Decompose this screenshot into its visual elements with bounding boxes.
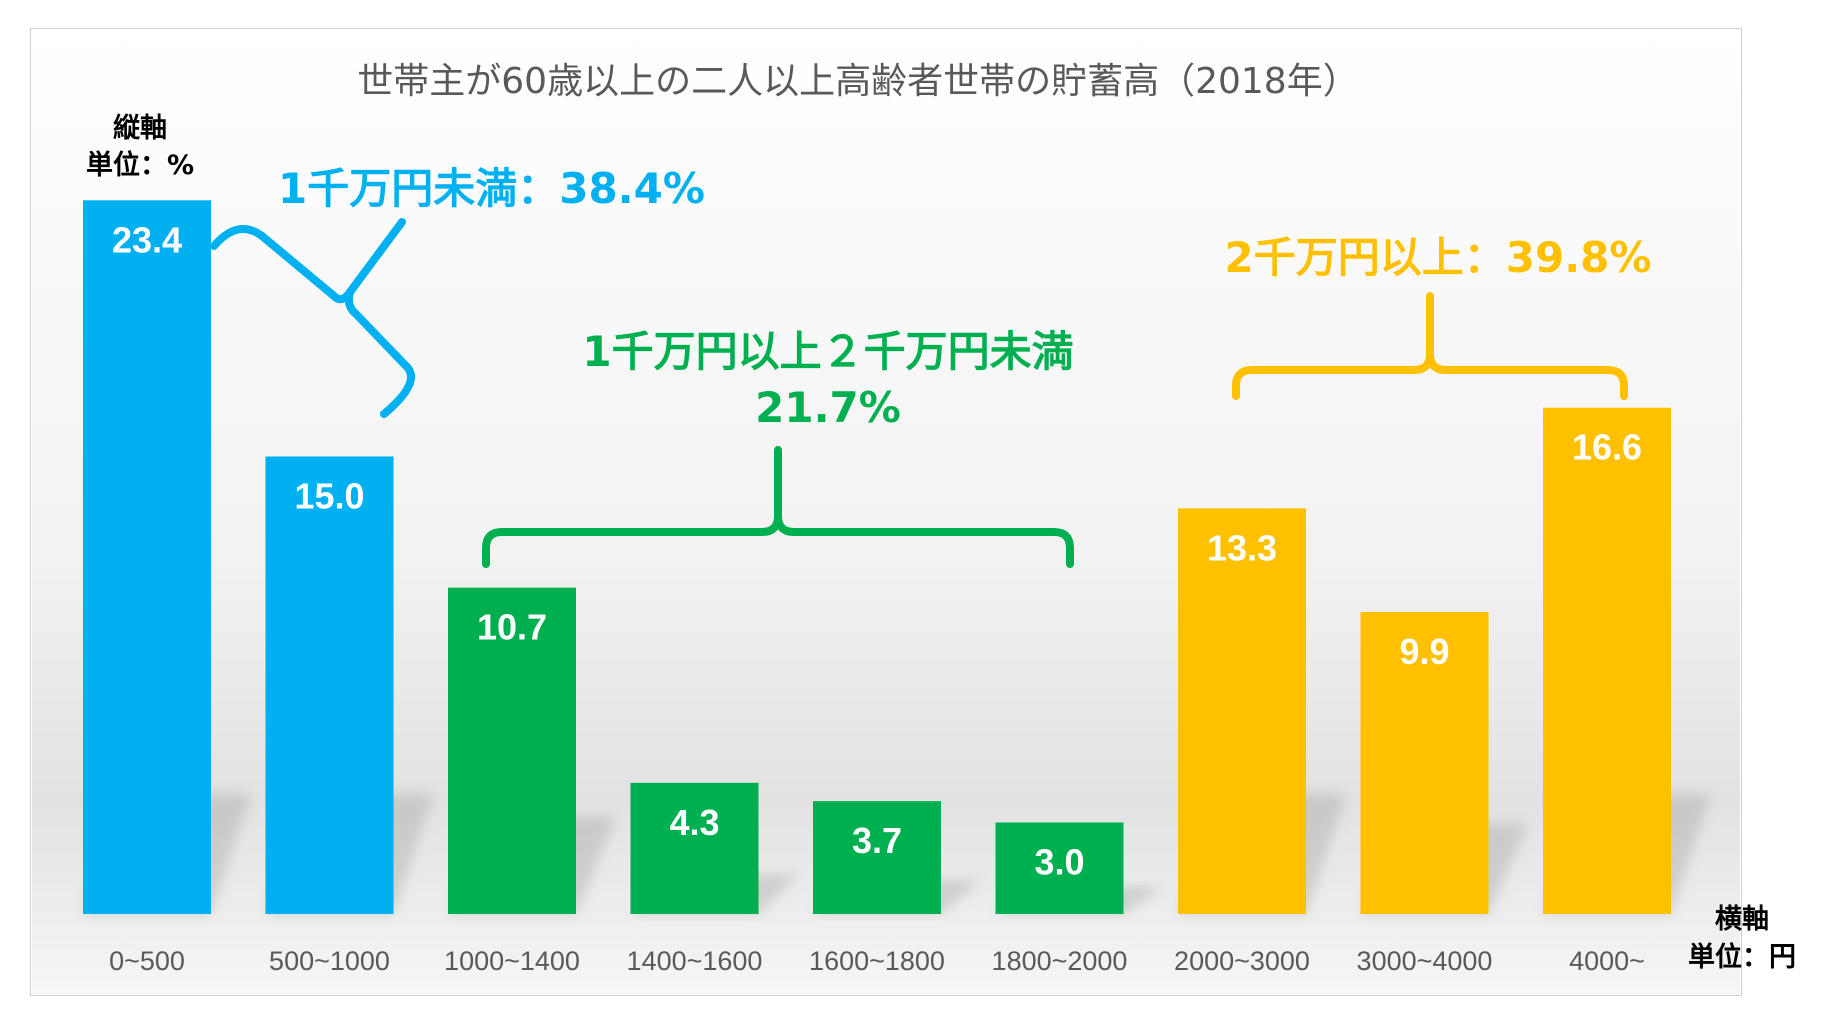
x-axis-title: 横軸 xyxy=(1715,904,1769,935)
x-tick-label: 2000~3000 xyxy=(1174,946,1310,976)
bar xyxy=(83,200,211,915)
group-label-green-line1: 1千万円以上２千万円未満 xyxy=(582,327,1073,376)
bar-value-label: 13.3 xyxy=(1207,527,1277,568)
bar xyxy=(1178,508,1306,914)
y-axis-unit: 単位：% xyxy=(86,149,194,181)
bar-value-label: 9.9 xyxy=(1399,631,1449,672)
y-axis-title: 縦軸 xyxy=(113,113,167,144)
bar xyxy=(630,782,759,914)
bar-value-label: 3.0 xyxy=(1034,842,1084,883)
group-label-green-line2: 21.7% xyxy=(755,383,901,432)
bar-value-label: 23.4 xyxy=(112,219,182,260)
chart-frame xyxy=(30,28,1742,996)
bar-value-label: 16.6 xyxy=(1572,427,1642,468)
bar xyxy=(1360,612,1489,914)
bar-value-label: 3.7 xyxy=(852,820,902,861)
bar xyxy=(1543,407,1671,914)
group-brace-yellow xyxy=(1232,292,1628,400)
value-labels: 23.4 15.0 10.7 4.3 3.7 3.0 13.3 9.9 16.6 xyxy=(112,219,1642,882)
x-tick-label: 1400~1600 xyxy=(627,946,763,976)
bar-value-label: 10.7 xyxy=(477,607,547,648)
bar xyxy=(448,587,576,914)
x-tick-label: 3000~4000 xyxy=(1357,946,1493,976)
group-brace-blue-tip xyxy=(346,218,406,296)
x-axis-unit: 単位：円 xyxy=(1688,941,1796,973)
bar xyxy=(813,801,941,914)
bar xyxy=(265,456,394,914)
group-brace-green xyxy=(482,446,1074,568)
x-tick-label: 1000~1400 xyxy=(444,946,580,976)
bars xyxy=(83,200,1671,915)
group-label-yellow: 2千万円以上：39.8% xyxy=(1225,233,1652,282)
x-tick-labels: 0~500 500~1000 1000~1400 1400~1600 1600~1800… xyxy=(109,946,1645,976)
x-tick-label: 500~1000 xyxy=(269,946,390,976)
group-label-blue: 1千万円未満：38.4% xyxy=(278,164,705,213)
x-tick-label: 1600~1800 xyxy=(809,946,945,976)
x-tick-label: 0~500 xyxy=(109,946,185,976)
x-tick-label: 4000~ xyxy=(1569,946,1645,976)
bar-value-label: 15.0 xyxy=(294,476,364,517)
group-annotations: 1千万円未満：38.4% 1千万円以上２千万円未満 21.7% 2千万円以上：3… xyxy=(210,164,1652,568)
bar-value-label: 4.3 xyxy=(669,802,719,843)
x-tick-label: 1800~2000 xyxy=(992,946,1128,976)
chart-title: 世帯主が60歳以上の二人以上高齢者世帯の貯蓄高（2018年） xyxy=(357,61,1358,102)
bar xyxy=(995,822,1124,914)
